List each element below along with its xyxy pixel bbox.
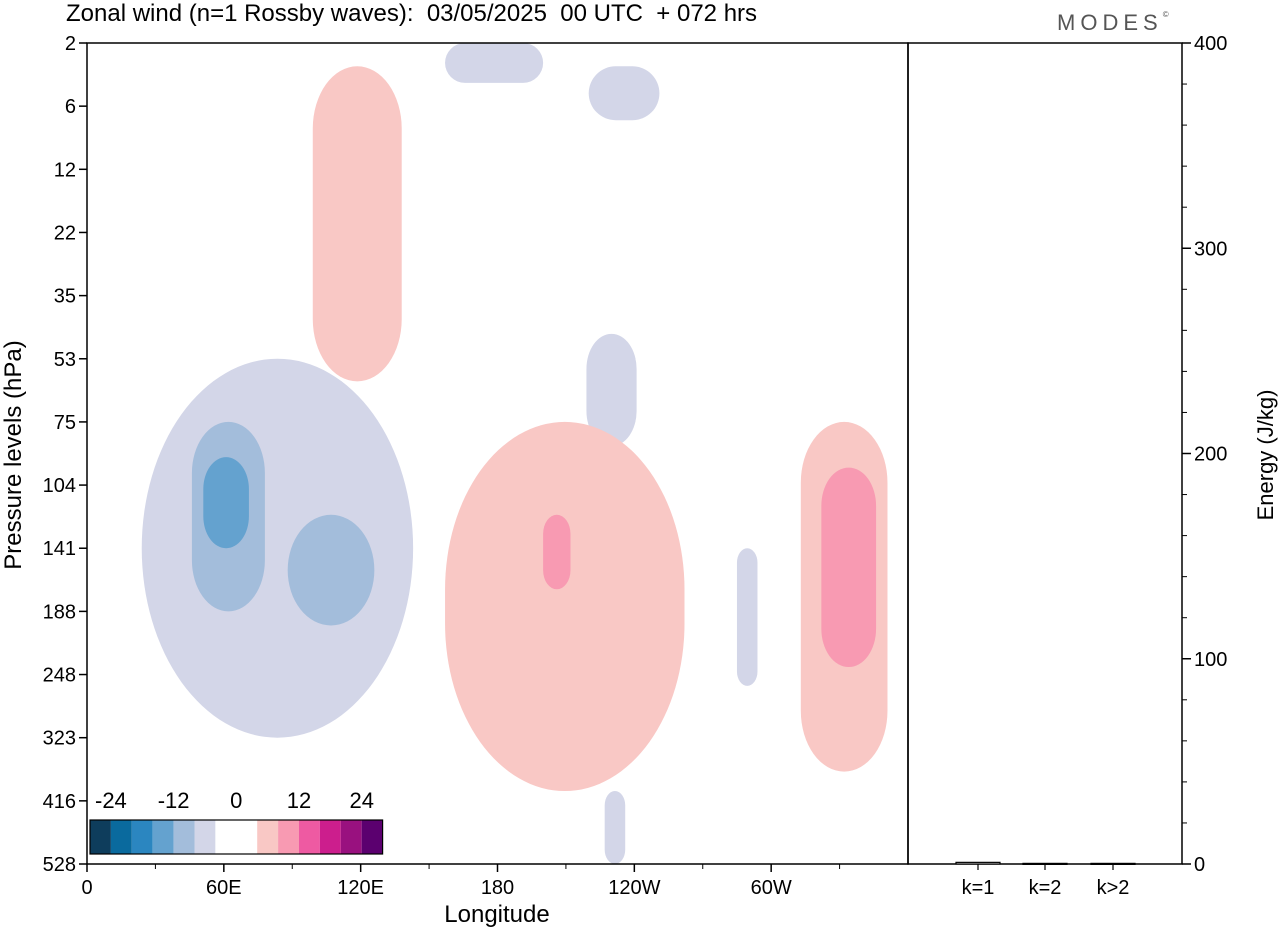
energy-bar (1022, 862, 1068, 865)
contour-region-10 (445, 421, 685, 792)
x-axis-label: Longitude (444, 901, 549, 928)
y-tick-label: 6 (65, 96, 76, 118)
colorbar-swatch (319, 820, 341, 854)
colorbar-swatch (340, 820, 362, 854)
energy-axis-label: Energy (J/kg) (1253, 390, 1278, 521)
y-tick-label: 22 (54, 222, 76, 244)
y-tick-label: 528 (43, 854, 76, 876)
x-tick-label: 120W (608, 877, 660, 899)
energy-bar-panel: 0 100 200 300 400 k=1 k=2 k>2 (907, 33, 1227, 899)
y-tick-label: 12 (54, 159, 76, 181)
colorbar-swatch (110, 820, 132, 854)
y-tick-label: 188 (43, 601, 76, 623)
energy-tick-label: 200 (1194, 444, 1227, 466)
modes-logo: MODES© (1057, 10, 1169, 36)
copyright-mark: © (1162, 10, 1169, 19)
contour-regions (141, 43, 888, 864)
modes-logo-text: MODES (1057, 10, 1163, 35)
colorbar-swatch (194, 820, 216, 854)
contour-region-7 (736, 548, 758, 686)
contour-field (141, 43, 888, 864)
y-tick-label: 75 (54, 412, 76, 434)
colorbar-label: -12 (158, 788, 190, 813)
colorbar: -24 -12 0 12 24 (89, 788, 384, 855)
colorbar-swatch (299, 820, 320, 854)
y-tick-label: 104 (43, 475, 76, 497)
y-tick-label: 53 (54, 349, 76, 371)
contour-region-0 (141, 358, 414, 738)
colorbar-swatch (215, 820, 237, 854)
y-tick-label: 416 (43, 791, 76, 813)
colorbar-swatch (173, 820, 195, 854)
colorbar-swatch (131, 820, 153, 854)
colorbar-label: 0 (230, 788, 242, 813)
y-tick-label: 35 (54, 286, 76, 308)
energy-category-label: k>2 (1097, 877, 1130, 899)
x-tick-label: 60W (751, 877, 792, 899)
colorbar-swatch (152, 820, 174, 854)
y-axis-label: Pressure levels (hPa) (0, 340, 27, 569)
contour-region-9 (312, 66, 402, 382)
contour-region-3 (203, 457, 249, 549)
colorbar-outline (89, 819, 384, 855)
x-tick-label: 180 (481, 877, 514, 899)
colorbar-swatch (90, 820, 111, 854)
contour-axes: 0 60E 120E 180 120W 60W 2 6 12 22 35 53 75 104 141 188 2… (43, 33, 841, 899)
contour-region-5 (588, 66, 660, 121)
colorbar-swatch (361, 820, 383, 854)
y-tick-label: 248 (43, 665, 76, 687)
y-tick-label: 2 (65, 33, 76, 55)
contour-region-2 (287, 514, 375, 626)
energy-category-label: k=2 (1029, 877, 1062, 899)
contour-region-11 (543, 514, 571, 590)
energy-bar (955, 861, 1001, 865)
colorbar-swatch (236, 820, 258, 854)
colorbar-label: -24 (95, 788, 127, 813)
x-tick-label: 0 (81, 877, 92, 899)
colorbar-swatch (278, 820, 299, 854)
contour-region-4 (445, 43, 544, 83)
x-tick-label: 60E (206, 877, 242, 899)
energy-tick-label: 0 (1194, 854, 1205, 876)
energy-tick-label: 100 (1194, 649, 1227, 671)
y-tick-label: 141 (43, 538, 76, 560)
contour-region-6 (586, 333, 637, 447)
colorbar-swatch (257, 820, 279, 854)
energy-category-label: k=1 (962, 877, 995, 899)
energy-tick-label: 300 (1194, 238, 1227, 260)
colorbar-label: 12 (287, 788, 311, 813)
contour-region-13 (821, 467, 877, 668)
page-title: Zonal wind (n=1 Rossby waves): 03/05/202… (66, 0, 758, 27)
energy-panel-frame (907, 42, 1183, 865)
energy-bar (1090, 862, 1136, 865)
contour-region-8 (604, 791, 626, 864)
energy-tick-label: 400 (1194, 33, 1227, 55)
y-tick-label: 323 (43, 728, 76, 750)
colorbar-label: 24 (349, 788, 373, 813)
x-tick-label: 120E (337, 877, 384, 899)
